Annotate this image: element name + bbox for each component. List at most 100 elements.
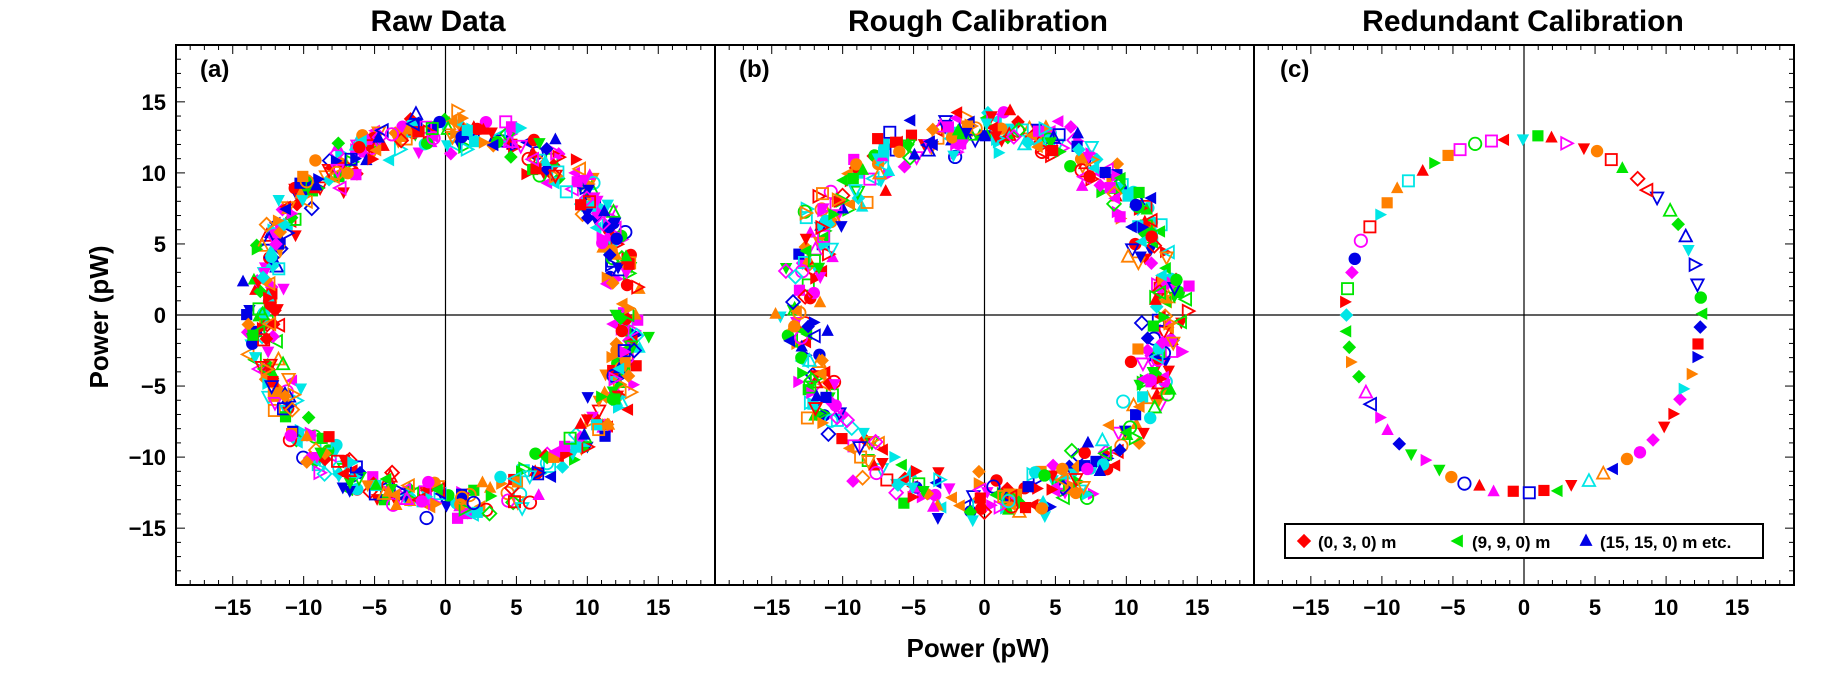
data-point — [1135, 357, 1151, 373]
data-point — [931, 513, 945, 525]
data-point — [1064, 120, 1078, 134]
data-point — [1028, 466, 1042, 479]
data-point — [585, 200, 597, 212]
data-point — [605, 203, 622, 218]
data-point — [807, 286, 821, 300]
data-point — [966, 515, 979, 528]
data-point — [1146, 237, 1163, 254]
data-point — [963, 505, 978, 519]
data-point — [783, 334, 795, 348]
data-point — [860, 195, 874, 209]
data-point — [550, 145, 565, 161]
data-point — [814, 202, 829, 217]
data-point — [1074, 152, 1088, 166]
data-point — [1110, 426, 1127, 442]
data-point — [1132, 343, 1144, 355]
data-point — [1083, 141, 1100, 156]
data-point — [929, 476, 942, 490]
data-point — [943, 483, 956, 496]
data-point — [309, 154, 322, 167]
x-tick-label: −5 — [362, 595, 387, 620]
data-point — [420, 137, 434, 150]
data-point — [301, 410, 316, 425]
data-point — [826, 250, 839, 263]
data-point — [316, 465, 333, 482]
data-point — [592, 423, 606, 437]
data-point — [1137, 391, 1149, 403]
panel-a-title: Raw Data — [370, 5, 505, 38]
x-tick-label: −10 — [1363, 595, 1400, 620]
data-point — [807, 398, 819, 410]
data-point — [903, 114, 916, 127]
data-point — [612, 376, 628, 393]
data-point — [1129, 198, 1143, 212]
data-point — [325, 168, 340, 185]
data-point — [594, 215, 612, 232]
data-point — [828, 409, 846, 426]
data-point — [823, 184, 838, 200]
data-point — [800, 411, 814, 425]
x-tick-label: 10 — [575, 595, 599, 620]
data-point — [1002, 488, 1018, 505]
data-point — [1132, 436, 1146, 451]
data-point — [456, 488, 468, 500]
data-point — [248, 352, 262, 364]
data-point — [1148, 349, 1164, 365]
data-point — [898, 497, 910, 509]
data-point — [810, 389, 823, 402]
data-point — [897, 159, 912, 174]
data-point — [854, 469, 871, 486]
data-point — [1668, 407, 1681, 421]
y-tick-label: −10 — [129, 445, 166, 470]
data-point — [1678, 382, 1691, 396]
data-point — [513, 139, 529, 155]
data-point — [606, 393, 620, 406]
data-point — [624, 302, 637, 315]
y-tick-label: 15 — [142, 90, 166, 115]
data-point — [1078, 446, 1091, 460]
data-point — [548, 445, 561, 458]
data-point — [331, 180, 347, 196]
data-point — [1160, 387, 1175, 402]
data-point — [1137, 221, 1150, 234]
data-point — [605, 276, 620, 290]
data-point — [422, 475, 435, 489]
legend-markers — [1296, 533, 1593, 549]
data-point — [874, 157, 890, 173]
data-point — [795, 339, 808, 352]
data-point — [985, 111, 998, 124]
data-point — [1649, 191, 1665, 207]
legend-entry-0: (0, 3, 0) m — [1318, 533, 1396, 552]
data-point — [972, 464, 986, 479]
data-point — [1646, 433, 1660, 447]
x-tick-label: −15 — [1292, 595, 1329, 620]
data-point — [596, 236, 609, 250]
data-point — [1015, 123, 1029, 137]
data-point — [847, 172, 859, 185]
data-point — [947, 150, 960, 163]
data-point — [540, 450, 554, 465]
data-point — [1038, 120, 1054, 137]
data-point — [1146, 398, 1163, 414]
data-point — [314, 447, 327, 460]
data-point — [350, 169, 362, 181]
data-point — [1522, 486, 1536, 500]
data-point — [1638, 182, 1654, 198]
data-point — [1145, 230, 1158, 243]
data-point — [628, 378, 641, 391]
data-point — [1358, 383, 1374, 399]
data-point — [457, 111, 470, 125]
data-point — [419, 510, 434, 526]
data-point — [1560, 135, 1575, 152]
data-point — [1032, 482, 1044, 495]
x-tick-label: 15 — [1185, 595, 1209, 620]
data-point — [882, 164, 896, 176]
data-point — [1339, 308, 1354, 322]
data-point — [790, 305, 802, 318]
data-point — [1026, 498, 1039, 512]
data-point — [951, 123, 965, 136]
data-point — [980, 118, 993, 131]
data-point — [408, 105, 424, 120]
data-point — [1134, 251, 1147, 264]
data-point — [412, 147, 425, 160]
